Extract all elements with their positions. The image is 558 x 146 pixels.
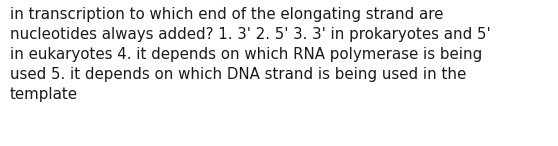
Text: in transcription to which end of the elongating strand are
nucleotides always ad: in transcription to which end of the elo… <box>10 7 490 102</box>
